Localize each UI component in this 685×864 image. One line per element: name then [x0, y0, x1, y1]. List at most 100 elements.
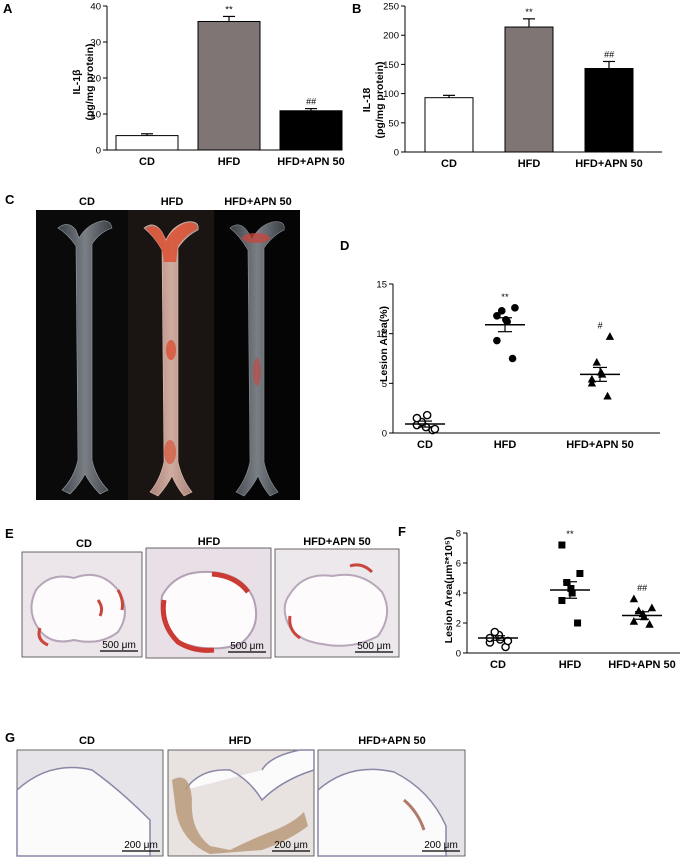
panel-e-histology: CD HFD HFD+APN 50 500 μm 500 μm 500 μm: [21, 536, 400, 659]
data-point: [493, 311, 501, 320]
data-point: [587, 374, 597, 383]
data-point: [576, 570, 584, 577]
panel-c-aorta-photos: CD HFD HFD+APN 50: [36, 196, 300, 500]
panel-c-label-hfd: HFD: [161, 196, 184, 208]
panel-label-e: E: [5, 526, 14, 541]
y-tick-label: 40: [90, 2, 101, 13]
significance-label: **: [225, 4, 233, 15]
data-point: [558, 541, 566, 549]
y-tick-label: 20: [90, 74, 101, 85]
data-point: [629, 594, 639, 603]
histology-g-apn-plaque: [403, 798, 426, 831]
histology-g-hfd-lumen: [184, 749, 315, 802]
y-axis-label: Lesion Area(μm²*10⁵): [443, 537, 455, 644]
bar: [279, 110, 343, 151]
bar: [115, 135, 179, 151]
panel-label-f: F: [398, 524, 406, 539]
y-tick-label: 6: [456, 559, 461, 570]
panel-g-label-apn: HFD+APN 50: [358, 735, 426, 747]
y-tick-label: 0: [394, 148, 399, 159]
x-tick-label: CD: [417, 439, 433, 451]
panel-g-label-hfd: HFD: [229, 735, 252, 747]
histology-e-cd-tissue: [30, 574, 126, 643]
histology-g-apn-lumen: [317, 768, 447, 857]
panel-label-a: A: [3, 1, 13, 16]
panel-e-label-hfd: HFD: [198, 536, 221, 548]
data-point: [558, 597, 566, 604]
y-axis-unit: (pg/mg protein): [84, 44, 96, 121]
data-point: [629, 617, 639, 625]
x-tick-label: HFD+APN 50: [277, 156, 345, 168]
data-point: [568, 589, 576, 597]
aorta-hfd-lesion-arch: [146, 222, 197, 262]
aorta-hfd-lesion-low: [164, 440, 176, 464]
data-point: [511, 304, 519, 312]
chart-a-il1b: 0 10 20 30 40 CD HFD HFD+APN 50 ** ## IL-1β (pg/mg …: [71, 2, 345, 169]
scale-label-g-hfd: 200 μm: [274, 840, 308, 851]
y-axis-unit: (pg/mg protein): [374, 62, 386, 139]
significance-label: ##: [604, 49, 615, 59]
bar: [504, 26, 554, 153]
data-point: [647, 603, 657, 612]
scale-label-g-apn: 200 μm: [424, 840, 458, 851]
panel-c-label-cd: CD: [79, 196, 95, 208]
x-tick-label: HFD+APN 50: [566, 439, 634, 451]
scale-label-e-cd: 500 μm: [102, 640, 136, 651]
panel-e-label-cd: CD: [76, 538, 92, 550]
scale-label-e-hfd: 500 μm: [230, 641, 264, 652]
y-tick-label: 0: [456, 649, 461, 660]
x-tick-label: HFD: [218, 156, 241, 168]
histology-g-cd-lumen: [16, 766, 151, 857]
bar: [424, 97, 474, 153]
data-point: [587, 378, 597, 387]
significance-label: ##: [637, 583, 648, 593]
panel-label-b: B: [352, 1, 361, 16]
data-point: [422, 410, 432, 420]
scale-label-e-apn: 500 μm: [357, 641, 391, 652]
x-tick-label: HFD: [518, 158, 541, 170]
chart-d-lesion-area-percent: 0 5 10 15 CD HFD HFD+APN 50 ** # Lesion Area(%): [376, 280, 660, 451]
data-point: [645, 620, 654, 628]
histology-g-hfd-plaque: [172, 777, 308, 854]
panel-g-label-cd: CD: [79, 735, 95, 747]
y-tick-label: 30: [90, 38, 101, 49]
y-tick-label: 5: [382, 379, 387, 390]
data-point: [430, 424, 440, 434]
chart-f-lesion-area-um2: 0 2 4 6 8 CD HFD HFD+APN 50 ** ## Lesion Area(μm²*…: [443, 529, 680, 671]
histology-e-cd-lesion: [37, 589, 124, 647]
histology-e-apn-tissue: [283, 573, 389, 647]
data-point: [605, 332, 615, 340]
x-tick-label: CD: [139, 156, 155, 168]
x-tick-label: CD: [441, 158, 457, 170]
data-point: [502, 315, 510, 324]
bar: [197, 20, 261, 151]
x-tick-label: HFD: [494, 439, 517, 451]
y-tick-label: 200: [383, 31, 399, 42]
data-point: [592, 357, 601, 366]
x-tick-label: HFD: [559, 659, 582, 671]
aorta-apn-lesion-mid: [253, 358, 261, 386]
y-tick-label: 50: [388, 118, 399, 129]
y-tick-label: 2: [456, 619, 461, 630]
y-axis-label: IL-18: [361, 88, 373, 113]
aorta-apn-lesion-arch: [242, 233, 270, 243]
panel-label-d: D: [340, 238, 349, 253]
x-tick-label: HFD+APN 50: [608, 659, 676, 671]
histology-e-apn-lesion: [288, 563, 374, 640]
significance-label: ##: [306, 97, 317, 107]
data-point: [508, 354, 517, 363]
y-tick-label: 8: [456, 529, 461, 540]
data-point: [497, 307, 506, 315]
aorta-cd: [57, 220, 113, 495]
significance-label: #: [597, 321, 603, 331]
significance-label: **: [566, 529, 574, 540]
x-tick-label: HFD+APN 50: [575, 158, 643, 170]
y-tick-label: 4: [456, 589, 461, 600]
y-tick-label: 10: [376, 329, 387, 340]
chart-b-il18: 0 50 100 150 200 250 CD HFD HFD+APN 50 ** ## IL-18(…: [361, 2, 662, 170]
y-tick-label: 100: [383, 89, 399, 100]
y-tick-label: 250: [383, 2, 399, 13]
y-tick-label: 150: [383, 60, 399, 71]
data-point: [563, 579, 571, 586]
panel-label-c: C: [5, 192, 15, 207]
